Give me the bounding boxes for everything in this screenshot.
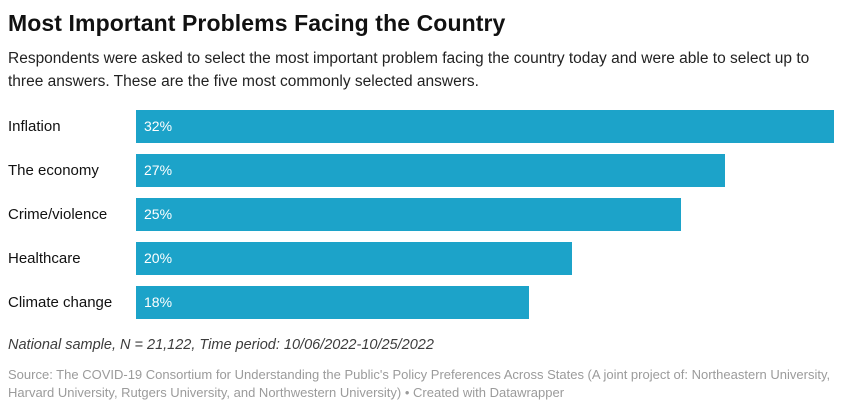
bar-value-label: 25% [144,206,173,222]
bar-track: 25% [136,197,834,231]
chart-description: Respondents were asked to select the mos… [8,50,810,91]
bar: 20% [136,241,573,275]
bar-track: 27% [136,153,834,187]
category-label: The economy [8,161,99,179]
sample-note: National sample, N = 21,122, Time period… [8,336,434,353]
bar: 27% [136,153,725,187]
bar-value-label: 20% [144,250,173,266]
bar-track: 32% [136,109,834,143]
bar-value-label: 32% [144,118,173,134]
category-label: Climate change [8,293,113,311]
bar-rows: Inflation 32% The economy 27% Crime/violence… [8,109,834,319]
bar-chart: Inflation 32% The economy 27% Crime/violence… [8,109,834,319]
bar-row: Climate change 18% [8,285,834,319]
page-title: Most Important Problems Facing the Count… [8,10,506,36]
bar: 32% [136,109,834,143]
bar-row: The economy 27% [8,153,834,187]
bar-track: 18% [136,285,834,319]
bar-row: Inflation 32% [8,109,834,143]
category-label: Inflation [8,117,61,135]
bar: 18% [136,285,529,319]
source-attribution: Source: The COVID-19 Consortium for Unde… [8,366,831,400]
bar-row: Crime/violence 25% [8,197,834,231]
bar-row: Healthcare 20% [8,241,834,275]
category-label: Healthcare [8,249,81,267]
bar: 25% [136,197,682,231]
bar-track: 20% [136,241,834,275]
bar-value-label: 27% [144,162,173,178]
bar-value-label: 18% [144,294,173,310]
category-label: Crime/violence [8,205,108,223]
